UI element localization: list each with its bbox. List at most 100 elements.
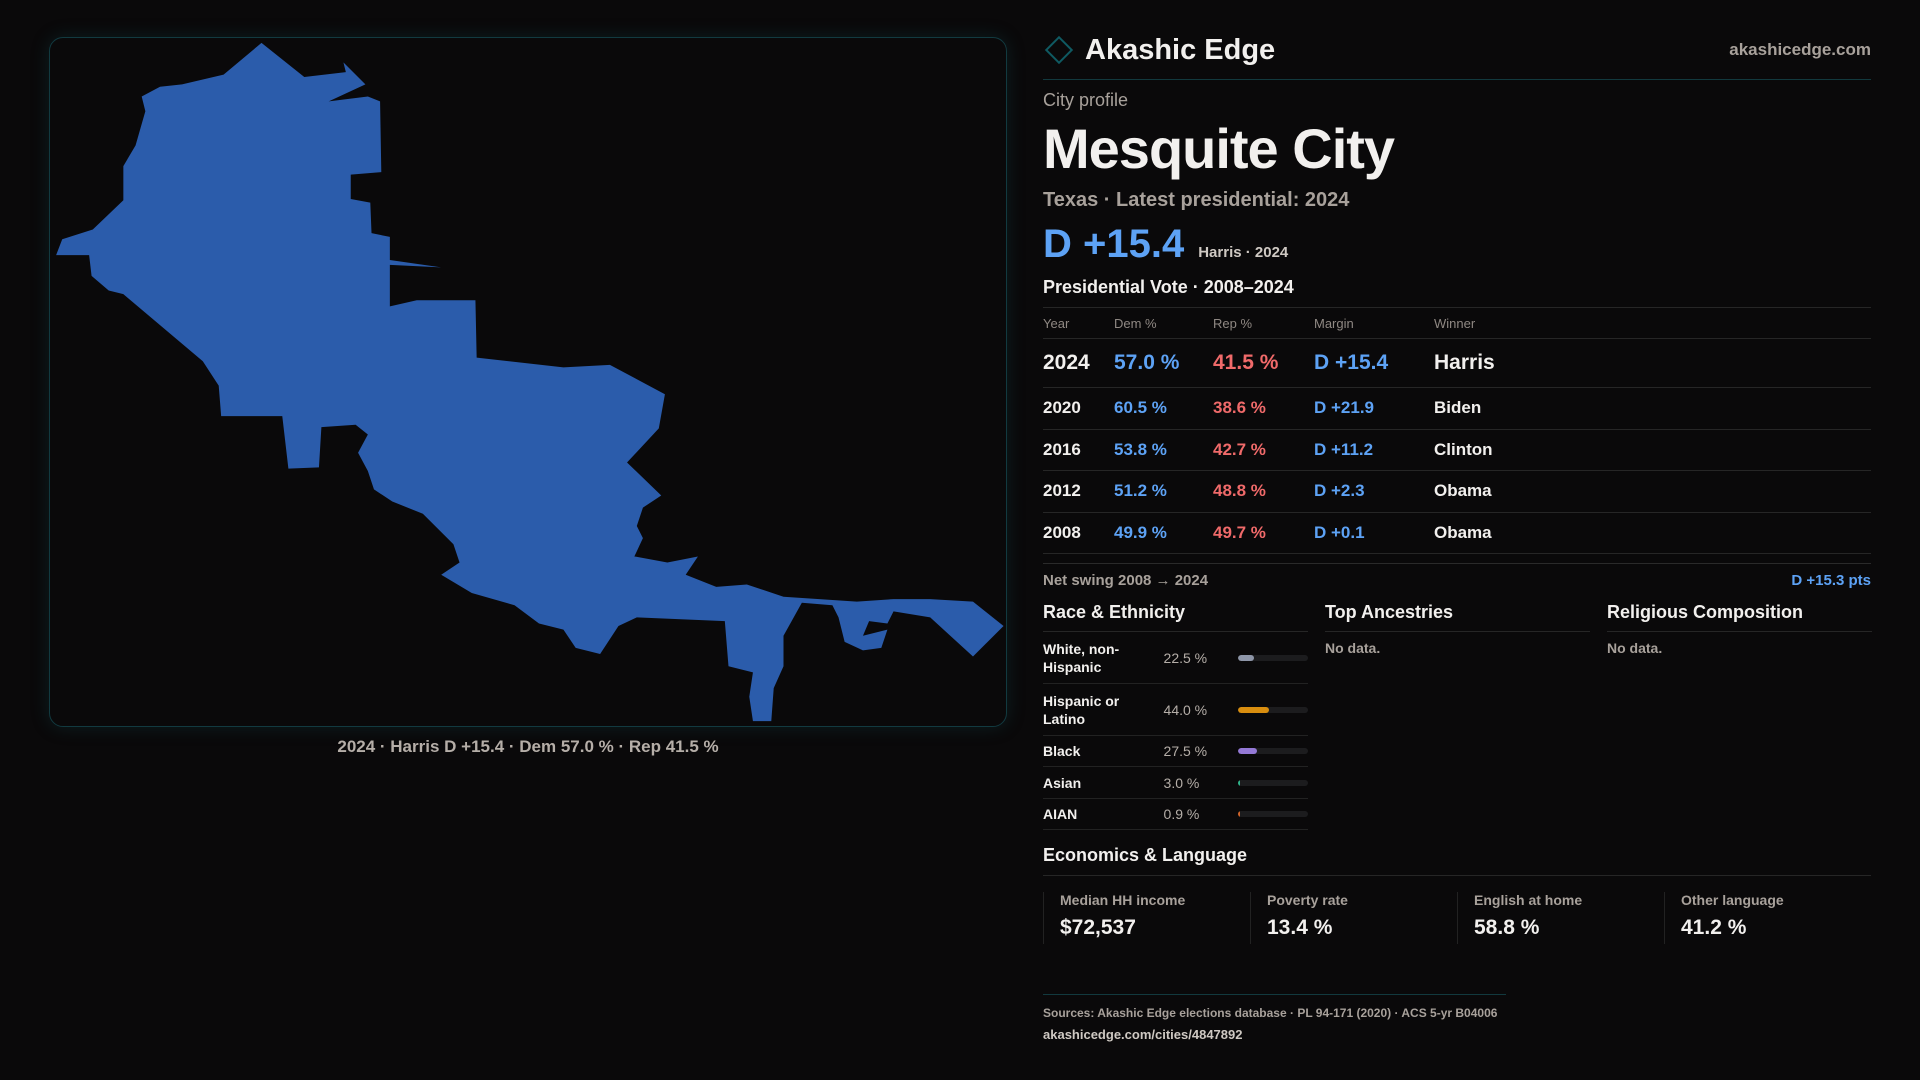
race-bar-fill (1238, 779, 1241, 786)
section-title-economics: Economics & Language (1043, 845, 1248, 865)
race-bar-fill (1238, 706, 1269, 713)
winner: Obama (1434, 470, 1871, 512)
race-row: AIAN 0.9 % (1043, 799, 1308, 830)
race-row: Asian 3.0 % (1043, 767, 1308, 799)
net-swing-label: Net swing 2008 → 2024 (1043, 572, 1209, 589)
race-label: Hispanic or Latino (1043, 692, 1120, 727)
stat-value: $72,537 (1060, 916, 1136, 939)
vote-table: Year Dem % Rep % Margin Winner 2024 57.0… (1043, 307, 1871, 554)
stat-value: 58.8 % (1474, 916, 1540, 939)
rep-pct: 49.7 % (1213, 511, 1314, 554)
year: 2008 (1043, 511, 1114, 554)
city-boundary[interactable] (56, 42, 1004, 722)
stat-label: Median HH income (1060, 892, 1186, 908)
religion-empty: No data. (1607, 640, 1663, 656)
stat-english-at-home: English at home 58.8 % (1457, 892, 1664, 944)
race-bar-track (1238, 811, 1308, 817)
year: 2024 (1043, 338, 1114, 388)
race-bar-track (1238, 779, 1308, 786)
year: 2012 (1043, 470, 1114, 512)
economics-stats: Median HH income $72,537 Poverty rate 13.4… (1043, 892, 1871, 944)
margin-note: Harris · 2024 (1198, 244, 1289, 261)
rep-pct: 38.6 % (1213, 387, 1314, 429)
year: 2020 (1043, 387, 1114, 429)
site-link[interactable]: akashicedge.com (1729, 40, 1871, 59)
map-caption: 2024 · Harris D +15.4 · Dem 57.0 % · Rep… (337, 737, 719, 756)
net-swing-value: D +15.3 pts (1791, 572, 1871, 589)
column-header: Year (1043, 307, 1114, 339)
stat-poverty-rate: Poverty rate 13.4 % (1250, 892, 1457, 944)
table-header-row: Year Dem % Rep % Margin Winner (1043, 307, 1871, 339)
margin: D +15.4 (1314, 338, 1434, 388)
race-pct: 3.0 % (1163, 774, 1200, 791)
table-row: 2024 57.0 % 41.5 % D +15.4 Harris (1043, 338, 1871, 388)
stat-value: 41.2 % (1681, 916, 1747, 939)
page-kicker: City profile (1043, 90, 1129, 110)
ancestries-empty: No data. (1325, 640, 1381, 656)
race-ethnicity-section: Race & Ethnicity White, non-Hispanic 22.5… (1043, 600, 1308, 830)
race-label: Black (1043, 743, 1081, 759)
city-boundary-map (56, 42, 1004, 722)
page-url-link[interactable]: akashicedge.com/cities/4847892 (1043, 1027, 1243, 1042)
diamond-logo-icon (1044, 35, 1074, 65)
winner: Obama (1434, 511, 1871, 554)
race-row: Black 27.5 % (1043, 736, 1308, 767)
rep-pct: 48.8 % (1213, 470, 1314, 512)
column-header: Winner (1434, 307, 1871, 339)
section-title-race: Race & Ethnicity (1043, 600, 1308, 632)
dem-pct: 49.9 % (1114, 511, 1213, 554)
column-header: Rep % (1213, 307, 1314, 339)
section-title-presidential-vote: Presidential Vote · 2008–2024 (1043, 277, 1294, 297)
rep-pct: 41.5 % (1213, 338, 1314, 388)
city-map[interactable] (49, 37, 1007, 727)
stat-value: 13.4 % (1267, 916, 1333, 939)
footer-divider (1043, 994, 1506, 995)
race-pct: 0.9 % (1163, 806, 1200, 822)
year: 2016 (1043, 428, 1114, 471)
race-bar-track (1238, 748, 1308, 754)
table-row: 2016 53.8 % 42.7 % D +11.2 Clinton (1043, 428, 1871, 471)
page-subtitle: Texas · Latest presidential: 2024 (1043, 189, 1350, 211)
page-title: Mesquite City (1043, 117, 1395, 180)
brand-name: Akashic Edge (1085, 33, 1276, 66)
winner: Biden (1434, 387, 1871, 429)
column-header: Margin (1314, 307, 1434, 339)
winner: Clinton (1434, 428, 1871, 471)
margin-value: D +15.4 (1043, 222, 1185, 266)
ancestries-section: Top Ancestries No data. (1325, 600, 1590, 656)
dem-pct: 53.8 % (1114, 428, 1213, 471)
rep-pct: 42.7 % (1213, 428, 1314, 471)
race-row: White, non-Hispanic 22.5 % (1043, 632, 1308, 684)
stat-median-income: Median HH income $72,537 (1043, 892, 1250, 944)
race-row: Hispanic or Latino 44.0 % (1043, 684, 1308, 736)
section-title-religion: Religious Composition (1607, 600, 1872, 632)
brand-logo[interactable]: Akashic Edge (1043, 34, 1275, 67)
table-row: 2020 60.5 % 38.6 % D +21.9 Biden (1043, 387, 1871, 429)
sources-note: Sources: Akashic Edge elections database… (1043, 1006, 1498, 1020)
race-bar-fill (1238, 654, 1254, 661)
stat-other-language: Other language 41.2 % (1664, 892, 1871, 944)
margin: D +2.3 (1314, 470, 1434, 512)
race-label: White, non-Hispanic (1043, 640, 1120, 675)
race-pct: 22.5 % (1163, 649, 1208, 666)
swing-divider (1043, 563, 1871, 564)
header-divider (1043, 79, 1871, 80)
column-header: Dem % (1114, 307, 1213, 339)
stat-label: Other language (1681, 892, 1784, 908)
race-label: Asian (1043, 774, 1082, 791)
winner: Harris (1434, 338, 1871, 388)
net-swing: Net swing 2008 → 2024 D +15.3 pts (1043, 572, 1871, 589)
margin: D +11.2 (1314, 428, 1434, 471)
race-bar-fill (1238, 748, 1258, 754)
section-title-ancestries: Top Ancestries (1325, 600, 1590, 632)
table-row: 2012 51.2 % 48.8 % D +2.3 Obama (1043, 470, 1871, 512)
race-bar-track (1238, 654, 1308, 661)
stat-label: English at home (1474, 892, 1583, 908)
header: Akashic Edge akashicedge.com (1043, 30, 1871, 70)
margin: D +21.9 (1314, 387, 1434, 429)
stat-label: Poverty rate (1267, 892, 1348, 908)
race-label: AIAN (1043, 806, 1078, 822)
margin: D +0.1 (1314, 511, 1434, 554)
table-row: 2008 49.9 % 49.7 % D +0.1 Obama (1043, 511, 1871, 554)
dem-pct: 60.5 % (1114, 387, 1213, 429)
